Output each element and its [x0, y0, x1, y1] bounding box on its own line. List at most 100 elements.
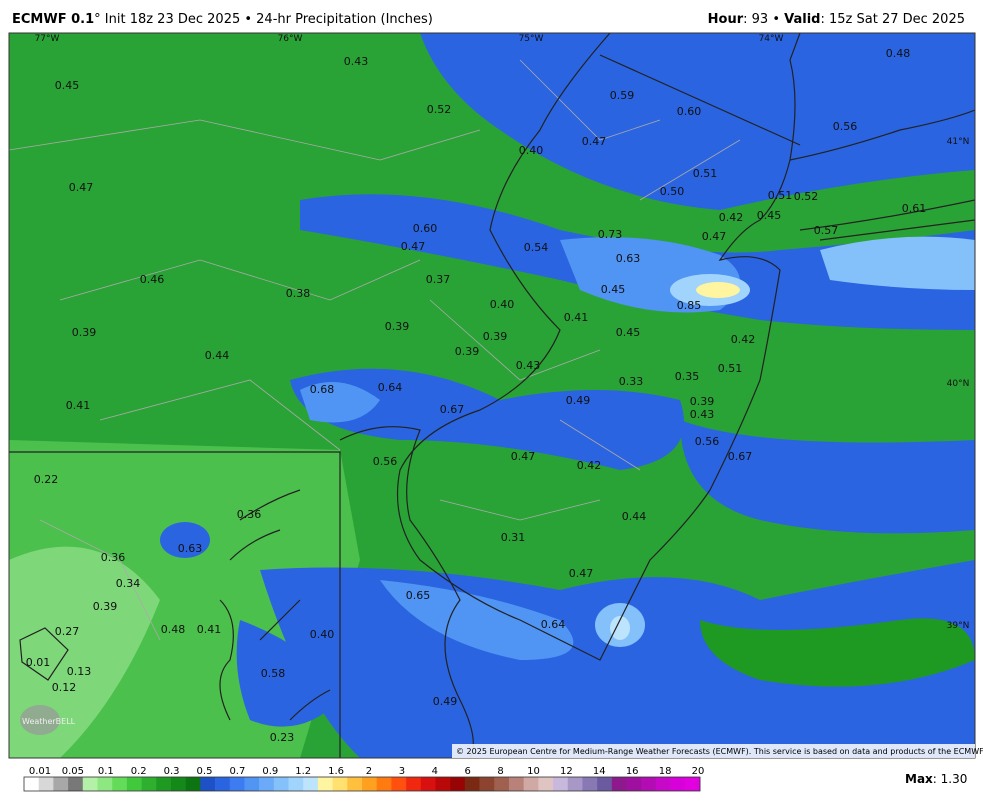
legend-swatch	[538, 777, 554, 791]
max: Max: 1.30	[905, 772, 967, 786]
logo: WeatherBELL	[22, 717, 76, 726]
legend-swatch	[156, 777, 172, 791]
precip-label: 0.85	[677, 299, 702, 312]
precip-label: 0.39	[72, 326, 97, 339]
precip-label: 0.45	[601, 283, 626, 296]
legend-swatch	[508, 777, 524, 791]
legend-swatch	[97, 777, 113, 791]
precip-label: 0.47	[511, 450, 536, 463]
legend-tick-label: 0.5	[197, 766, 213, 777]
precip-label: 0.36	[237, 508, 262, 521]
precip-label: 0.45	[757, 209, 782, 222]
precip-label: 0.43	[344, 55, 369, 68]
precip-label: 0.46	[140, 273, 165, 286]
legend-swatch	[244, 777, 260, 791]
legend-swatch	[273, 777, 289, 791]
legend-swatch	[185, 777, 201, 791]
precip-label: 0.68	[310, 383, 335, 396]
precip-label: 0.41	[66, 399, 91, 412]
precip-label: 0.44	[205, 349, 230, 362]
legend-swatch	[376, 777, 392, 791]
precip-label: 0.61	[902, 202, 927, 215]
legend-tick-label: 0.7	[229, 766, 245, 777]
precip-label: 0.47	[69, 181, 94, 194]
legend-frame	[23, 776, 701, 792]
legend-tick-label: 8	[497, 766, 503, 777]
legend-swatch	[362, 777, 377, 791]
legend-swatch	[24, 777, 39, 791]
precip-label: 0.37	[426, 273, 451, 286]
precip-label: 0.35	[675, 370, 700, 383]
legend-swatch	[450, 777, 466, 791]
precip-label: 0.56	[833, 120, 858, 133]
legend-tick-label: 0.1	[98, 766, 114, 777]
max-value: : 1.30	[933, 772, 968, 786]
precip-label: 0.31	[501, 531, 526, 544]
precip-label: 0.52	[427, 103, 452, 116]
legend-swatch	[464, 777, 480, 791]
precip-label: 0.27	[55, 625, 80, 638]
precip-label: 0.50	[660, 185, 685, 198]
legend-swatch	[141, 777, 157, 791]
precip-label: 0.48	[161, 623, 186, 636]
legend-swatch	[597, 777, 613, 791]
title: ECMWF 0.1° Init 18z 23 Dec 2025 • 24-hr …	[12, 12, 433, 27]
precip-label: 0.41	[564, 311, 589, 324]
precip-label: 0.60	[677, 105, 702, 118]
precip-label: 0.45	[616, 326, 641, 339]
precip-label: 0.52	[794, 190, 819, 203]
precip-label: 0.49	[433, 695, 458, 708]
legend-tick-label: 3	[399, 766, 405, 777]
legend-tick-label: 1.2	[295, 766, 311, 777]
precip-label: 0.44	[622, 510, 647, 523]
precip-label: 0.22	[34, 473, 59, 486]
precip-label: 0.40	[310, 628, 335, 641]
legend-swatch	[494, 777, 510, 791]
precip-label: 0.63	[178, 542, 203, 555]
precip-label: 0.47	[582, 135, 607, 148]
legend-swatch	[391, 777, 407, 791]
precip-label: 0.67	[728, 450, 753, 463]
precip-label: 0.64	[541, 618, 566, 631]
legend-tick-label: 0.3	[164, 766, 180, 777]
legend-swatch	[435, 777, 451, 791]
grid-label: 39°N	[947, 621, 970, 631]
legend-swatch	[420, 777, 436, 791]
hour-label: Hour	[707, 12, 744, 27]
legend-swatch	[112, 777, 128, 791]
precip-label: 0.43	[516, 359, 541, 372]
copyright: © 2025 European Centre for Medium-Range …	[456, 747, 983, 756]
precip-label: 0.39	[455, 345, 480, 358]
grid-label: 74°W	[759, 34, 784, 44]
precip-label: 0.39	[690, 395, 715, 408]
precip-label: 0.36	[101, 551, 126, 564]
precip-field	[9, 33, 975, 758]
legend-swatch	[68, 777, 84, 791]
legend-swatch	[641, 777, 657, 791]
grid-label: 40°N	[947, 379, 970, 389]
legend-tick-label: 6	[464, 766, 470, 777]
legend-swatch	[332, 777, 348, 791]
precip-label: 0.42	[577, 459, 602, 472]
legend-tick-label: 4	[432, 766, 438, 777]
precip-label: 0.45	[55, 79, 80, 92]
precip-label: 0.48	[886, 47, 911, 60]
precip-label: 0.63	[616, 252, 641, 265]
precip-label: 0.39	[385, 320, 410, 333]
hour-value: : 93 •	[743, 12, 785, 27]
legend-tick-label: 0.9	[262, 766, 278, 777]
precip-label: 0.51	[718, 362, 743, 375]
precip-label: 0.39	[93, 600, 118, 613]
precip-label: 0.34	[116, 577, 141, 590]
precip-label: 0.40	[519, 144, 544, 157]
legend-swatch	[200, 777, 216, 791]
legend-swatch	[38, 777, 54, 791]
legend-swatch	[170, 777, 186, 791]
legend-swatch	[567, 777, 583, 791]
legend-swatch	[479, 777, 495, 791]
legend-tick-label: 20	[692, 766, 705, 777]
precip-label: 0.51	[693, 167, 718, 180]
legend-swatch	[655, 777, 671, 791]
